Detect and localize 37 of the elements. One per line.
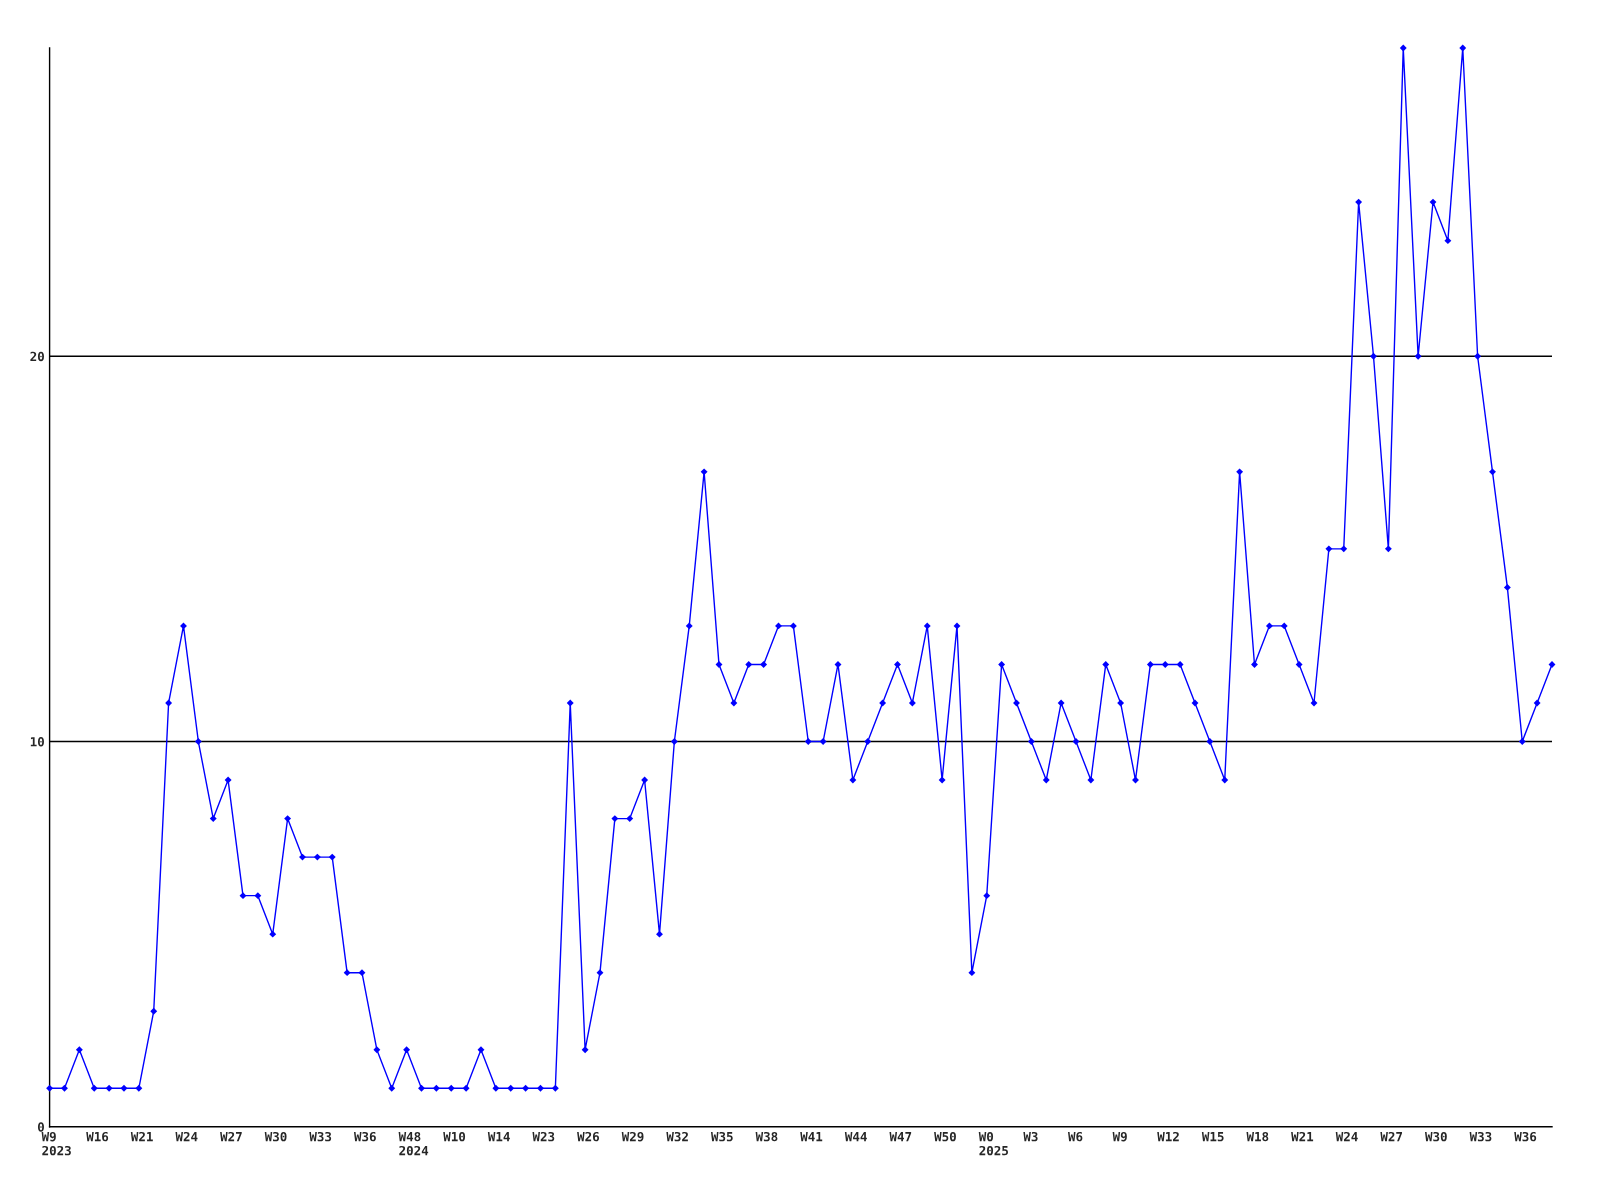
x-tick-label: W36 [353,1131,376,1142]
x-tick-label: W50 [934,1131,956,1142]
x-tick-label: W24 [1335,1131,1358,1142]
x-tick-label: W12 [1157,1131,1179,1142]
x-tick-label: W18 [1246,1131,1269,1142]
x-tick-label: W27 [1380,1131,1403,1142]
x-tick-label: W36 [1514,1131,1537,1142]
x-tick-label: W26 [577,1131,600,1142]
x-tick-label: W30 [264,1131,287,1142]
y-tick-label: 20 [30,351,44,362]
x-tick-label: W14 [487,1132,510,1142]
x-tick-label: W30 [1425,1131,1447,1142]
y-tick-label: 10 [30,736,44,747]
x-tick-label: W16 [86,1131,109,1142]
x-tick-label: W47 [889,1132,912,1142]
x-tick-label: W27 [220,1131,242,1142]
x-tick-label: W29 [621,1131,644,1142]
x-tick-label: W32 [666,1131,688,1142]
x-tick-label: W10 [443,1131,466,1142]
x-tick-label: W9 2023 [41,1131,71,1156]
x-tick-label: W38 [755,1131,778,1142]
x-tick-label: W35 [710,1131,733,1142]
x-tick-label: W0 2025 [978,1131,1008,1156]
x-tick-label: W24 [175,1131,198,1142]
x-tick-label: W44 [844,1132,867,1142]
x-tick-label: W15 [1201,1132,1224,1142]
x-tick-label: W9 [1112,1131,1127,1142]
x-tick-label: W3 [1023,1131,1038,1142]
x-tick-label: W21 [130,1131,153,1142]
x-tick-label: W33 [1469,1131,1492,1142]
x-tick-label: W33 [309,1131,332,1142]
x-tick-label: W23 [532,1131,555,1142]
x-tick-label: W21 [1291,1131,1314,1142]
x-tick-label: W41 [800,1132,823,1142]
x-tick-label: W48 2024 [398,1131,429,1156]
y-tick-label: 0 [37,1122,44,1132]
x-tick-label: W6 [1067,1131,1083,1142]
